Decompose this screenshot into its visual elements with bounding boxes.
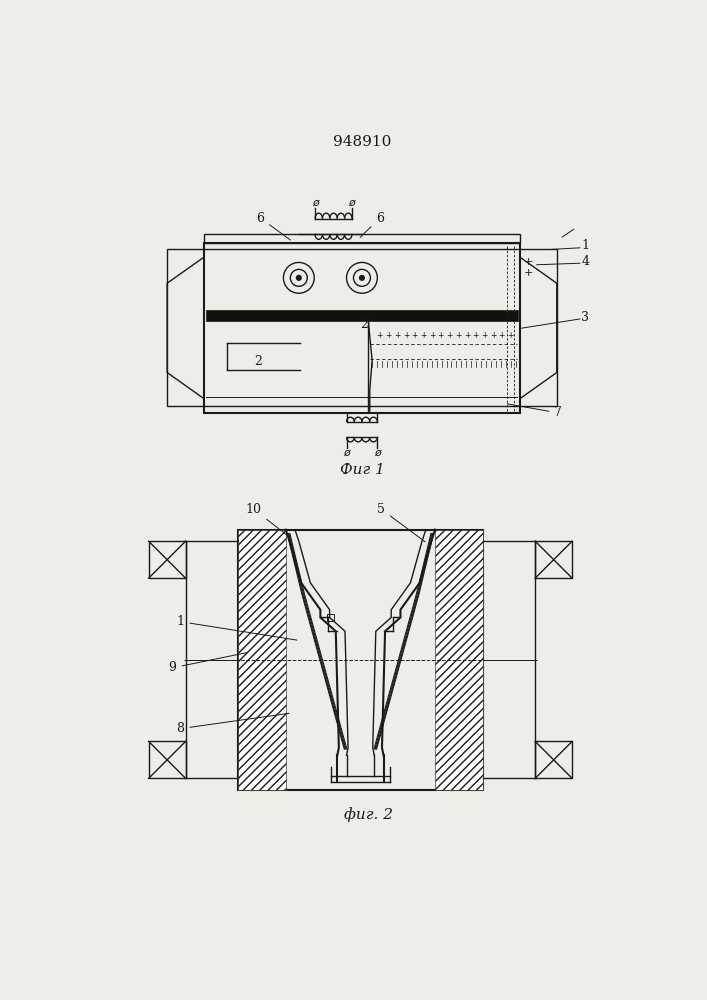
Text: +: + <box>394 331 400 340</box>
Bar <box>535 741 572 778</box>
Text: 4: 4 <box>581 255 590 268</box>
Bar <box>148 741 186 778</box>
Text: 1: 1 <box>581 239 590 252</box>
Text: Фиг 1: Фиг 1 <box>339 463 385 477</box>
Bar <box>204 234 520 243</box>
Text: +: + <box>385 331 392 340</box>
Text: +: + <box>420 331 426 340</box>
Text: 948910: 948910 <box>333 135 391 149</box>
Bar <box>167 249 557 406</box>
Text: +: + <box>446 331 452 340</box>
Text: 3: 3 <box>581 311 590 324</box>
Text: +: + <box>403 331 409 340</box>
Text: 2: 2 <box>254 355 262 368</box>
Text: +: + <box>524 257 533 267</box>
Text: фиг. 2: фиг. 2 <box>344 807 392 822</box>
Text: 5: 5 <box>378 503 425 542</box>
Text: ø: ø <box>343 448 350 458</box>
Text: 6: 6 <box>360 212 384 237</box>
Text: +: + <box>429 331 436 340</box>
Text: 10: 10 <box>246 503 290 537</box>
Bar <box>238 530 483 790</box>
Bar <box>206 310 518 321</box>
Text: +: + <box>438 331 444 340</box>
Text: 1: 1 <box>176 615 297 640</box>
Circle shape <box>296 275 302 281</box>
Text: 2: 2 <box>361 318 368 331</box>
Polygon shape <box>435 530 483 790</box>
Text: ø: ø <box>312 198 318 208</box>
Bar <box>327 614 334 621</box>
Text: +: + <box>377 331 383 340</box>
Text: +: + <box>524 268 533 278</box>
Polygon shape <box>238 530 286 790</box>
Text: 8: 8 <box>176 713 289 735</box>
Text: +: + <box>498 331 505 340</box>
Text: +: + <box>464 331 470 340</box>
Bar <box>204 243 520 413</box>
Text: ø: ø <box>374 448 381 458</box>
Text: +: + <box>490 331 496 340</box>
Text: +: + <box>508 331 514 340</box>
Text: ø: ø <box>349 198 356 208</box>
Text: +: + <box>481 331 488 340</box>
Text: +: + <box>472 331 479 340</box>
Circle shape <box>359 275 365 281</box>
Text: 9: 9 <box>169 653 247 674</box>
Bar <box>148 541 186 578</box>
Text: +: + <box>411 331 418 340</box>
Bar <box>535 541 572 578</box>
Text: 6: 6 <box>257 212 291 240</box>
Text: +: + <box>455 331 462 340</box>
Text: 7: 7 <box>507 404 562 419</box>
